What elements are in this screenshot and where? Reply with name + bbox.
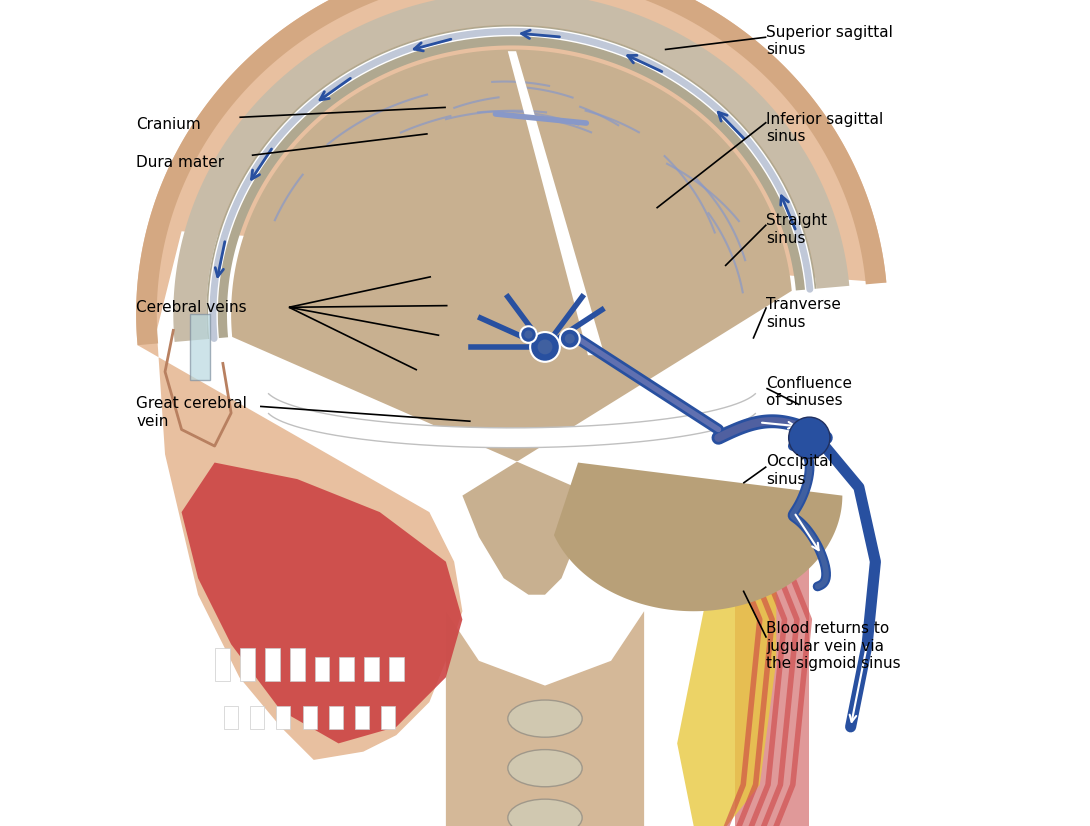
Circle shape: [520, 326, 536, 343]
Bar: [389, 657, 403, 681]
Polygon shape: [231, 50, 791, 595]
Polygon shape: [677, 512, 776, 826]
Bar: [251, 706, 264, 729]
Text: Cerebral veins: Cerebral veins: [136, 300, 246, 315]
Ellipse shape: [508, 700, 582, 737]
Polygon shape: [136, 0, 886, 760]
Polygon shape: [173, 0, 849, 342]
Polygon shape: [735, 496, 809, 826]
Bar: [216, 648, 230, 681]
Polygon shape: [182, 463, 462, 743]
Text: Inferior sagittal
sinus: Inferior sagittal sinus: [766, 112, 884, 144]
Bar: [382, 706, 395, 729]
Bar: [315, 657, 329, 681]
Polygon shape: [508, 51, 605, 355]
Circle shape: [789, 417, 829, 458]
Text: Great cerebral
vein: Great cerebral vein: [136, 396, 247, 429]
Text: Occipital
sinus: Occipital sinus: [766, 454, 833, 487]
Circle shape: [560, 329, 580, 349]
Text: Straight
sinus: Straight sinus: [766, 213, 827, 245]
Bar: [265, 648, 280, 681]
Bar: [339, 657, 354, 681]
Bar: [290, 648, 304, 681]
Text: Blood returns to
jugular vein via
the sigmoid sinus: Blood returns to jugular vein via the si…: [766, 621, 901, 671]
Ellipse shape: [508, 750, 582, 786]
Text: Superior sagittal
sinus: Superior sagittal sinus: [766, 25, 893, 57]
Text: Dura mater: Dura mater: [136, 155, 225, 170]
Polygon shape: [446, 611, 644, 826]
Circle shape: [565, 334, 574, 344]
Polygon shape: [268, 394, 755, 448]
Bar: [190, 314, 210, 380]
Bar: [225, 706, 238, 729]
Circle shape: [524, 330, 533, 339]
Text: Cranium: Cranium: [136, 117, 201, 132]
Polygon shape: [136, 0, 886, 345]
Text: Tranverse
sinus: Tranverse sinus: [766, 297, 841, 330]
Bar: [364, 657, 379, 681]
Polygon shape: [554, 463, 843, 611]
Circle shape: [530, 332, 560, 362]
Bar: [303, 706, 316, 729]
Polygon shape: [206, 25, 816, 339]
Ellipse shape: [508, 800, 582, 826]
Text: Confluence
of sinuses: Confluence of sinuses: [766, 376, 852, 408]
Bar: [355, 706, 368, 729]
Bar: [277, 706, 290, 729]
Bar: [329, 706, 342, 729]
Circle shape: [537, 339, 553, 354]
Bar: [240, 648, 255, 681]
